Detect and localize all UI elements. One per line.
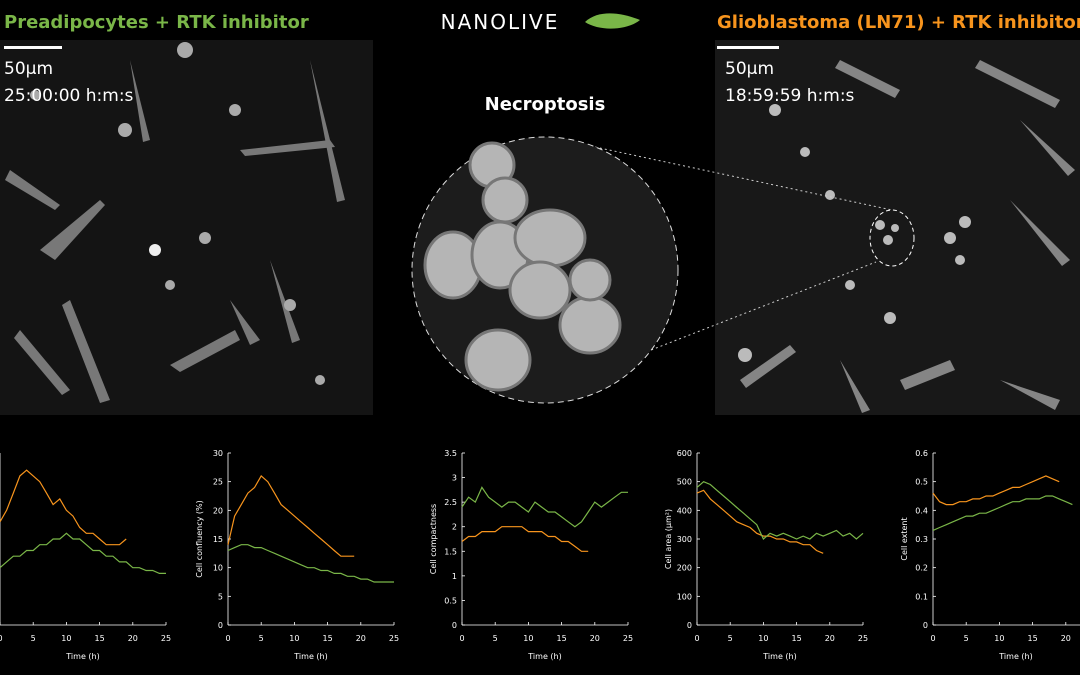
x-tick-label: 25	[858, 634, 868, 643]
y-axis-label: Cell extent	[900, 517, 909, 560]
x-tick-label: 0	[930, 634, 935, 643]
x-axis-label: Time (h)	[293, 652, 327, 661]
x-tick-label: 5	[259, 634, 264, 643]
x-tick-label: 20	[356, 634, 366, 643]
y-tick-label: 200	[677, 564, 692, 573]
x-tick-label: 25	[161, 634, 171, 643]
y-tick-label: 0	[687, 621, 692, 630]
x-tick-label: 5	[31, 634, 36, 643]
x-axis-label: Time (h)	[998, 652, 1032, 661]
x-tick-label: 0	[0, 634, 3, 643]
x-tick-label: 15	[792, 634, 802, 643]
series-line	[696, 481, 864, 540]
x-tick-label: 10	[523, 634, 533, 643]
zoom-inset: Necroptosis	[411, 94, 893, 404]
inset-label: Necroptosis	[485, 94, 606, 115]
x-tick-label: 10	[289, 634, 299, 643]
x-axis-label: Time (h)	[65, 652, 99, 661]
series-line	[461, 486, 628, 528]
left-title: Preadipocytes + RTK inhibitor	[4, 12, 309, 33]
y-tick-label: 30	[213, 449, 223, 458]
y-tick-label: 5	[218, 592, 223, 601]
x-tick-label: 5	[728, 634, 733, 643]
y-tick-label: 0	[218, 621, 223, 630]
time-label: 25:00:00 h:m:s	[4, 86, 134, 106]
line-chart: 0 0.1 0.2 0.3 0.4 0.5 0.6 0 5 10 15 20 Time (h) Cell …	[900, 449, 1080, 661]
y-tick-label: 2	[452, 523, 457, 532]
x-tick-label: 20	[590, 634, 600, 643]
y-tick-label: 2.5	[444, 498, 457, 507]
series-line	[0, 469, 127, 546]
series-line	[227, 544, 394, 583]
x-tick-label: 20	[825, 634, 835, 643]
y-tick-label: 0.5	[444, 596, 457, 605]
x-tick-label: 15	[323, 634, 333, 643]
x-tick-label: 5	[493, 634, 498, 643]
x-tick-label: 0	[694, 634, 699, 643]
scale-label: 50µm	[4, 59, 53, 79]
y-tick-label: 0.1	[915, 592, 928, 601]
y-tick-label: 3.5	[444, 449, 457, 458]
left-micrograph: 50µm 25:00:00 h:m:s	[0, 40, 373, 415]
y-tick-label: 100	[677, 592, 692, 601]
series-line	[696, 489, 824, 554]
x-tick-label: 0	[225, 634, 230, 643]
y-axis-label: Cell area (µm²)	[664, 509, 673, 569]
x-tick-label: 25	[623, 634, 633, 643]
y-tick-label: 20	[213, 506, 223, 515]
y-tick-label: 0.6	[915, 449, 928, 458]
x-axis-label: Time (h)	[762, 652, 796, 661]
y-tick-label: 500	[677, 478, 692, 487]
y-tick-label: 10	[213, 564, 223, 573]
y-tick-label: 0.2	[915, 564, 928, 573]
x-tick-label: 15	[95, 634, 105, 643]
y-tick-label: 0.3	[915, 535, 928, 544]
series-line	[932, 495, 1073, 531]
series-line	[461, 526, 589, 552]
line-chart: 0 100 200 300 400 500 600 0 5 10 15 20 25 Time (h) Cel…	[664, 449, 868, 661]
y-tick-label: 1	[452, 572, 457, 581]
series-line	[932, 475, 1060, 506]
y-axis-label: Cell confluency (%)	[195, 500, 204, 577]
scale-label: 50µm	[725, 59, 774, 79]
y-tick-label: 3	[452, 474, 457, 483]
x-tick-label: 15	[557, 634, 567, 643]
logo-mark	[585, 13, 640, 29]
x-tick-label: 25	[389, 634, 399, 643]
series-line	[227, 474, 355, 557]
line-chart: 0 0.5 1 1.5 2 2.5 3 3.5 0 5 10 15 20 25 Time (h) Cell c…	[429, 449, 633, 661]
x-tick-label: 15	[1028, 634, 1038, 643]
x-tick-label: 20	[128, 634, 138, 643]
x-tick-label: 0	[459, 634, 464, 643]
x-tick-label: 5	[964, 634, 969, 643]
y-tick-label: 0	[452, 621, 457, 630]
line-chart: 0 5 10 15 20 25 Time (h)	[0, 453, 171, 661]
line-chart: 0 5 10 15 20 25 30 0 5 10 15 20 25 Time (h) Cell confl…	[195, 449, 399, 661]
y-tick-label: 1.5	[444, 547, 457, 556]
y-tick-label: 300	[677, 535, 692, 544]
logo: NANOLIVE	[441, 10, 560, 34]
y-tick-label: 0.4	[915, 506, 928, 515]
right-micrograph: 50µm 18:59:59 h:m:s	[715, 40, 1080, 415]
x-tick-label: 20	[1061, 634, 1071, 643]
series-line	[0, 532, 166, 574]
y-tick-label: 400	[677, 506, 692, 515]
x-tick-label: 10	[758, 634, 768, 643]
x-axis-label: Time (h)	[527, 652, 561, 661]
y-tick-label: 600	[677, 449, 692, 458]
y-axis-label: Cell compactness	[429, 504, 438, 574]
y-tick-label: 25	[213, 478, 223, 487]
y-tick-label: 15	[213, 535, 223, 544]
x-tick-label: 10	[994, 634, 1004, 643]
y-tick-label: 0.5	[915, 478, 928, 487]
x-tick-label: 10	[61, 634, 71, 643]
time-label: 18:59:59 h:m:s	[725, 86, 855, 106]
y-tick-label: 0	[923, 621, 928, 630]
right-title: Glioblastoma (LN71) + RTK inhibitor	[717, 12, 1080, 33]
